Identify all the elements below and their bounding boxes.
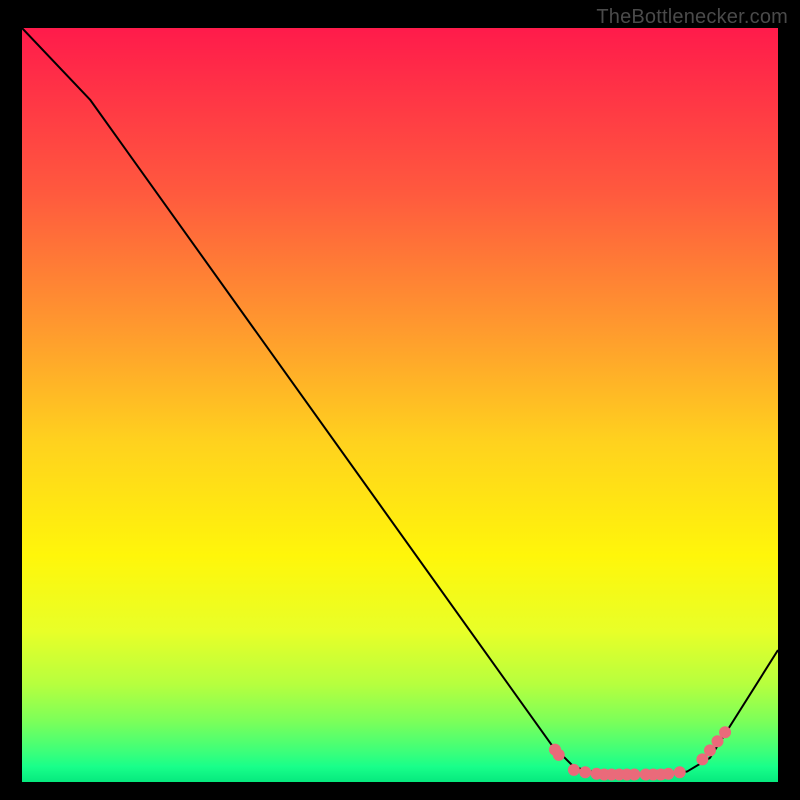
marker-dot [568, 764, 579, 775]
marker-dot [697, 754, 708, 765]
series-markers [22, 28, 778, 782]
marker-dot [720, 727, 731, 738]
marker-dot [553, 749, 564, 760]
marker-dot [580, 767, 591, 778]
marker-dot [712, 736, 723, 747]
marker-dot [629, 769, 640, 780]
chart-frame: TheBottlenecker.com [0, 0, 800, 800]
marker-dot [704, 745, 715, 756]
marker-dot [674, 767, 685, 778]
plot-area [22, 28, 778, 782]
marker-dot [663, 768, 674, 779]
watermark-text: TheBottlenecker.com [596, 6, 788, 29]
